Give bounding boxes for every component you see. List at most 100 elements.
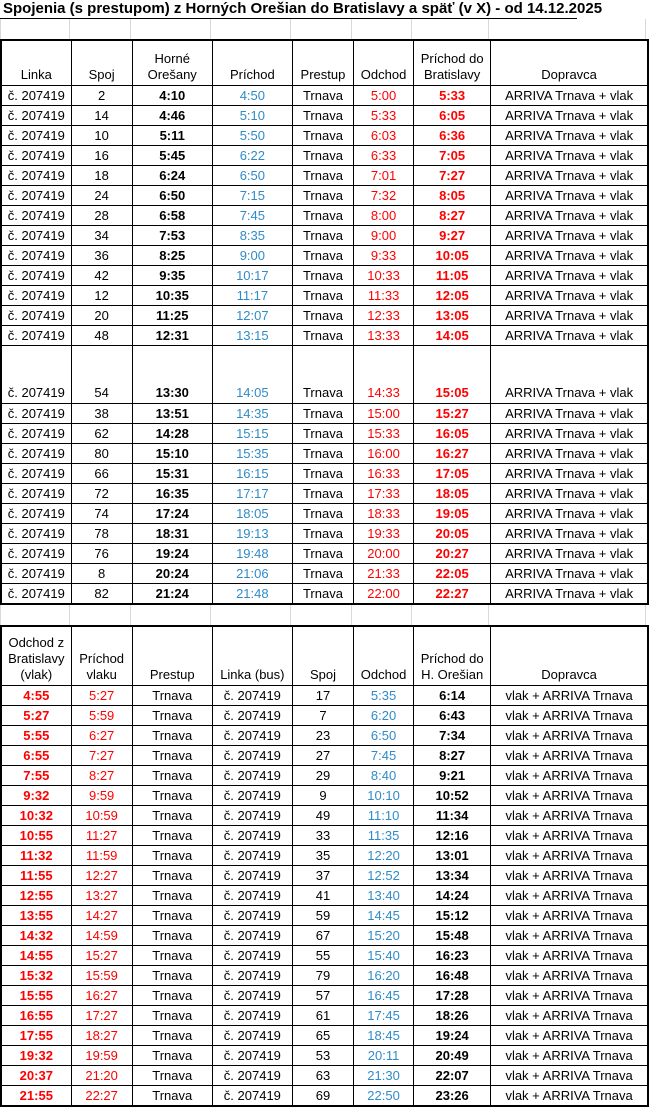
timetable-cell: 48 [70, 325, 133, 346]
timetable-cell: č. 207419 [0, 583, 72, 605]
timetable-cell: 38 [70, 403, 133, 424]
column-header: Odchod [352, 39, 415, 86]
column-header: Príchod vlaku [70, 625, 133, 686]
timetable-cell: 55 [291, 945, 355, 966]
timetable-cell: 18:27 [70, 1025, 133, 1046]
timetable-cell: Trnava [291, 483, 355, 504]
timetable-cell: 9:32 [0, 785, 72, 806]
timetable-row: č. 207419 76 19:24 19:48 Trnava 20:00 20:27 ARR… [0, 543, 649, 564]
timetable-row: č. 207419 80 15:10 15:35 Trnava 16:00 16:27 ARR… [0, 443, 649, 464]
timetable-cell: č. 207419 [211, 785, 293, 806]
timetable-cell: 19:32 [0, 1045, 72, 1066]
timetable-cell: 17 [291, 685, 355, 706]
timetable-row: 15:55 16:27 Trnava č. 207419 57 16:45 17:28 vla… [0, 985, 649, 1006]
timetable-cell: vlak + ARRIVA Trnava [490, 685, 649, 706]
timetable-row: 20:37 21:20 Trnava č. 207419 63 21:30 22:07 vla… [0, 1065, 649, 1086]
timetable-cell: č. 207419 [0, 145, 72, 166]
timetable-cell: 6:03 [352, 125, 415, 146]
timetable-cell: Trnava [291, 165, 355, 186]
timetable-cell: vlak + ARRIVA Trnava [490, 705, 649, 726]
timetable-cell: 6:33 [352, 145, 415, 166]
timetable-row: 16:55 17:27 Trnava č. 207419 61 17:45 18:26 vla… [0, 1005, 649, 1026]
timetable-cell: Trnava [291, 225, 355, 246]
timetable-cell: 16:23 [413, 945, 492, 966]
timetable-cell: 29 [291, 765, 355, 786]
timetable-cell: 72 [70, 483, 133, 504]
timetable-cell: Trnava [291, 205, 355, 226]
timetable-cell: 15:55 [0, 985, 72, 1006]
timetable-cell: 15:12 [413, 905, 492, 926]
timetable-cell: 5:59 [70, 705, 133, 726]
timetable-cell: č. 207419 [211, 1045, 293, 1066]
timetable-cell: 14:33 [352, 345, 415, 404]
timetable-cell: č. 207419 [0, 285, 72, 306]
timetable-cell: 11:59 [70, 845, 133, 866]
timetable-cell: 18:33 [352, 503, 415, 524]
timetable-cell: 8:35 [211, 225, 293, 246]
timetable-cell: 5:00 [352, 85, 415, 106]
timetable-cell: 76 [70, 543, 133, 564]
timetable-cell: č. 207419 [0, 403, 72, 424]
timetable-cell: 15:20 [352, 925, 415, 946]
timetable-cell: 11:10 [352, 805, 415, 826]
timetable-cell: 19:13 [211, 523, 293, 544]
timetable-cell: 13:40 [352, 885, 415, 906]
timetable-cell: 14:27 [70, 905, 133, 926]
timetable-cell: 17:45 [352, 1005, 415, 1026]
timetable-cell: 49 [291, 805, 355, 826]
timetable-cell: 5:35 [352, 685, 415, 706]
timetable-cell: ARRIVA Trnava + vlak [490, 145, 649, 166]
timetable-cell: 7:15 [211, 185, 293, 206]
timetable-cell: 8:27 [413, 745, 492, 766]
timetable-cell: 14:24 [413, 885, 492, 906]
timetable-row: č. 207419 42 9:35 10:17 Trnava 10:33 11:05 ARRI… [0, 265, 649, 286]
timetable-cell: 14:05 [413, 325, 492, 346]
timetable-cell: 16:33 [352, 463, 415, 484]
timetable-cell: Trnava [131, 825, 213, 846]
column-header: Linka (bus) [211, 625, 293, 686]
timetable-cell: 13:27 [70, 885, 133, 906]
timetable-cell: Trnava [291, 185, 355, 206]
timetable-cell: ARRIVA Trnava + vlak [490, 285, 649, 306]
timetable-cell: 16:27 [70, 985, 133, 1006]
timetable-cell: Trnava [291, 503, 355, 524]
timetable-cell: 7:34 [413, 725, 492, 746]
timetable-cell: ARRIVA Trnava + vlak [490, 85, 649, 106]
timetable-cell: 13:05 [413, 305, 492, 326]
timetable-cell: vlak + ARRIVA Trnava [490, 965, 649, 986]
timetable-cell: ARRIVA Trnava + vlak [490, 443, 649, 464]
timetable-cell: 19:59 [70, 1045, 133, 1066]
timetable-cell: 10:59 [70, 805, 133, 826]
timetable-cell: 6:58 [131, 205, 213, 226]
timetable-cell: Trnava [131, 1045, 213, 1066]
timetable-cell: Trnava [131, 1025, 213, 1046]
timetable-cell: 15:15 [211, 423, 293, 444]
timetable-row: 21:55 22:27 Trnava č. 207419 69 22:50 23:26 vla… [0, 1085, 649, 1107]
timetable-cell: Trnava [291, 583, 355, 605]
timetable-cell: 20:05 [413, 523, 492, 544]
timetable-cell: ARRIVA Trnava + vlak [490, 483, 649, 504]
timetable-row: 14:32 14:59 Trnava č. 207419 67 15:20 15:48 vla… [0, 925, 649, 946]
timetable-cell: 17:27 [70, 1005, 133, 1026]
timetable-cell: 21:48 [211, 583, 293, 605]
timetable-cell: č. 207419 [211, 705, 293, 726]
timetable-cell: 5:27 [0, 705, 72, 726]
timetable-cell: č. 207419 [0, 563, 72, 584]
returns-header: Odchod z Bratislavy (vlak) Príchod vlaku P… [0, 625, 649, 686]
timetable-cell: 10:33 [352, 265, 415, 286]
timetable-cell: č. 207419 [211, 805, 293, 826]
timetable-row: č. 207419 82 21:24 21:48 Trnava 22:00 22:27 ARR… [0, 583, 649, 605]
timetable-cell: Trnava [291, 563, 355, 584]
timetable-cell: 10 [70, 125, 133, 146]
timetable-cell: ARRIVA Trnava + vlak [490, 245, 649, 266]
timetable-cell: 10:55 [0, 825, 72, 846]
timetable-cell: 13:34 [413, 865, 492, 886]
timetable-cell: č. 207419 [211, 765, 293, 786]
timetable-cell: č. 207419 [0, 345, 72, 404]
timetable-cell: Trnava [131, 1085, 213, 1107]
timetable-cell: 7 [291, 705, 355, 726]
timetable-row: č. 207419 18 6:24 6:50 Trnava 7:01 7:27 ARRIVA … [0, 165, 649, 186]
timetable-cell: č. 207419 [0, 105, 72, 126]
timetable-cell: 17:05 [413, 463, 492, 484]
timetable-row: 14:55 15:27 Trnava č. 207419 55 15:40 16:23 vla… [0, 945, 649, 966]
